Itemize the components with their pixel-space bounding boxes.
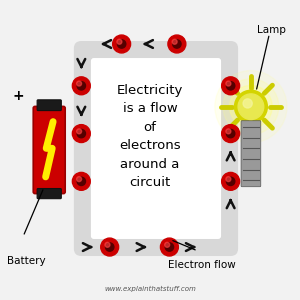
FancyArrowPatch shape bbox=[83, 243, 91, 251]
Circle shape bbox=[77, 82, 86, 90]
FancyBboxPatch shape bbox=[33, 106, 65, 194]
Text: Lamp: Lamp bbox=[257, 25, 286, 34]
Circle shape bbox=[215, 70, 287, 143]
Circle shape bbox=[226, 82, 235, 90]
FancyArrowPatch shape bbox=[227, 200, 235, 208]
Circle shape bbox=[117, 39, 122, 44]
FancyBboxPatch shape bbox=[91, 58, 221, 239]
Circle shape bbox=[72, 172, 90, 190]
Circle shape bbox=[172, 39, 177, 44]
Circle shape bbox=[160, 238, 178, 256]
Circle shape bbox=[77, 129, 86, 138]
Circle shape bbox=[222, 172, 240, 190]
Circle shape bbox=[226, 129, 231, 134]
Circle shape bbox=[235, 90, 267, 123]
Circle shape bbox=[72, 124, 90, 142]
Circle shape bbox=[222, 124, 240, 142]
Circle shape bbox=[118, 40, 126, 48]
Circle shape bbox=[222, 77, 240, 95]
Circle shape bbox=[226, 177, 231, 182]
Text: Electricity
is a flow
of
electrons
around a
circuit: Electricity is a flow of electrons aroun… bbox=[117, 84, 183, 189]
FancyArrowPatch shape bbox=[77, 107, 85, 115]
Circle shape bbox=[223, 79, 279, 135]
FancyBboxPatch shape bbox=[37, 188, 61, 199]
Circle shape bbox=[226, 81, 231, 86]
Circle shape bbox=[76, 177, 82, 182]
Circle shape bbox=[165, 242, 170, 247]
FancyArrowPatch shape bbox=[103, 40, 111, 48]
Circle shape bbox=[101, 238, 119, 256]
Text: Battery: Battery bbox=[7, 256, 45, 266]
FancyArrowPatch shape bbox=[145, 40, 153, 48]
Circle shape bbox=[238, 94, 264, 119]
Circle shape bbox=[76, 129, 82, 134]
FancyBboxPatch shape bbox=[74, 41, 238, 256]
Text: www.explainthatstuff.com: www.explainthatstuff.com bbox=[104, 286, 196, 292]
Circle shape bbox=[77, 177, 86, 185]
Circle shape bbox=[243, 99, 252, 108]
Circle shape bbox=[165, 243, 174, 251]
FancyArrowPatch shape bbox=[227, 152, 235, 160]
Circle shape bbox=[230, 85, 272, 128]
Circle shape bbox=[72, 77, 90, 95]
Circle shape bbox=[105, 242, 110, 247]
Circle shape bbox=[113, 35, 130, 53]
Text: Electron flow: Electron flow bbox=[168, 260, 236, 271]
Circle shape bbox=[173, 40, 181, 48]
Circle shape bbox=[76, 81, 82, 86]
Circle shape bbox=[226, 177, 235, 185]
Circle shape bbox=[168, 35, 186, 53]
Circle shape bbox=[106, 243, 114, 251]
Text: +: + bbox=[13, 89, 24, 103]
FancyArrowPatch shape bbox=[186, 243, 194, 251]
FancyArrowPatch shape bbox=[77, 59, 85, 67]
FancyArrowPatch shape bbox=[136, 243, 145, 251]
FancyBboxPatch shape bbox=[37, 100, 61, 111]
Circle shape bbox=[226, 129, 235, 138]
FancyBboxPatch shape bbox=[241, 121, 261, 187]
